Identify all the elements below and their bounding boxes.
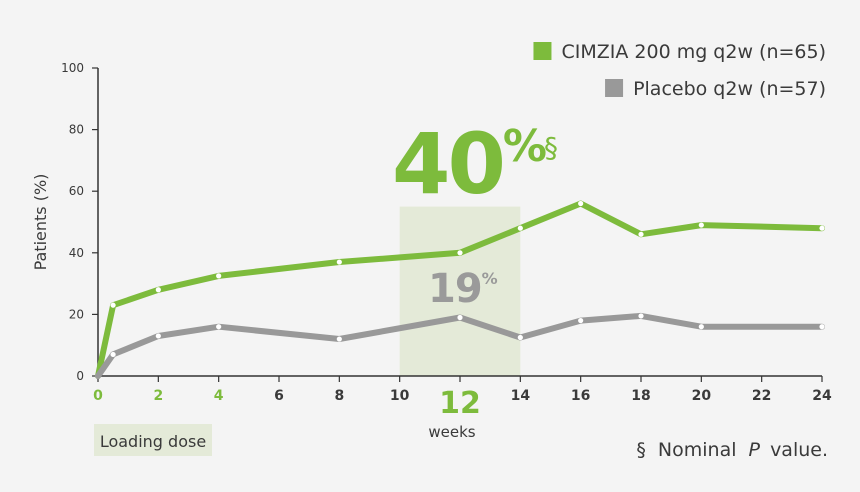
cimzia-data-point — [578, 200, 584, 207]
legend-swatch-cimzia — [533, 42, 552, 60]
placebo-data-point — [457, 314, 463, 321]
footnote-italic-p: P — [749, 439, 761, 461]
x-tick-label: 2 — [153, 388, 163, 404]
cimzia-week12-annotation: 40%§ — [392, 115, 557, 213]
y-tick-label: 60 — [69, 184, 84, 198]
x-tick-label: 16 — [571, 388, 590, 404]
x-axis-label: weeks — [428, 423, 475, 441]
cimzia-data-point — [216, 273, 222, 279]
legend-label-placebo: Placebo q2w (n=57) — [633, 78, 826, 100]
footnote-text-pre: Nominal — [658, 439, 737, 461]
placebo-week12-annotation: 19% — [428, 266, 498, 312]
x-tick-label: 24 — [812, 388, 832, 404]
cimzia-data-point — [110, 302, 116, 308]
placebo-annotation-value: 19 — [428, 266, 482, 312]
placebo-data-point — [110, 351, 116, 358]
x-tick-label: 22 — [752, 388, 771, 404]
placebo-data-point — [155, 333, 161, 339]
x-tick-label: 10 — [390, 388, 410, 404]
placebo-data-point — [517, 334, 523, 341]
placebo-data-point — [819, 324, 825, 330]
x-tick-label: 8 — [334, 388, 344, 404]
cimzia-data-point — [517, 225, 523, 231]
placebo-data-point — [698, 324, 704, 330]
cimzia-data-point — [698, 222, 704, 228]
cimzia-data-point — [457, 250, 463, 256]
cimzia-annotation-value: 40 — [392, 115, 503, 213]
x-tick-label: 18 — [631, 388, 650, 404]
x-tick-label: 4 — [214, 388, 224, 404]
footnote-mark: § — [636, 439, 646, 461]
y-axis-label: Patients (%) — [31, 174, 50, 271]
footnote-text-post: value. — [770, 439, 828, 461]
cimzia-data-point — [336, 259, 342, 265]
x-tick-label: 0 — [93, 388, 103, 404]
cimzia-annotation-unit: % — [503, 121, 546, 172]
x-tick-label: 12 — [439, 386, 481, 421]
y-tick-label: 0 — [76, 369, 84, 383]
legend-label-cimzia: CIMZIA 200 mg q2w (n=65) — [561, 41, 826, 63]
y-tick-label: 40 — [69, 246, 84, 260]
loading-dose-background — [94, 424, 212, 456]
cimzia-data-point — [819, 225, 825, 231]
x-tick-label: 14 — [511, 388, 531, 404]
x-tick-label: 20 — [692, 388, 712, 404]
legend-swatch-placebo — [605, 79, 624, 97]
placebo-data-point — [578, 317, 584, 324]
placebo-data-point — [336, 336, 342, 342]
footnote: § Nominal P value. — [636, 439, 828, 461]
loading-dose-label: Loading dose — [100, 432, 206, 451]
x-tick-label: 6 — [274, 388, 284, 404]
placebo-data-point — [216, 324, 222, 330]
y-tick-label: 80 — [69, 123, 84, 137]
y-tick-label: 20 — [69, 307, 84, 321]
placebo-annotation-unit: % — [482, 269, 498, 288]
cimzia-annotation-mark: § — [544, 131, 557, 164]
y-tick-label: 100 — [61, 61, 84, 75]
placebo-data-point — [638, 313, 644, 319]
cimzia-data-point — [638, 231, 644, 237]
cimzia-data-point — [155, 287, 161, 293]
